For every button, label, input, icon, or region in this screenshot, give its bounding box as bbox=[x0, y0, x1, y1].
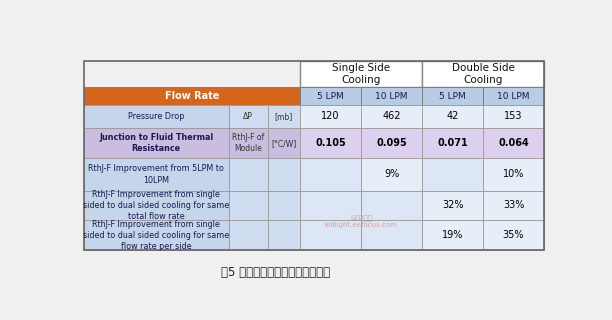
Text: 462: 462 bbox=[382, 111, 401, 122]
Text: 图5 不同散热方式的水路设计结果: 图5 不同散热方式的水路设计结果 bbox=[221, 266, 330, 279]
Text: 0.064: 0.064 bbox=[498, 138, 529, 148]
Text: Single Side
Cooling: Single Side Cooling bbox=[332, 63, 390, 85]
Text: Pressure Drop: Pressure Drop bbox=[128, 112, 184, 121]
Bar bbox=[84, 220, 228, 250]
Text: 5 LPM: 5 LPM bbox=[439, 92, 466, 100]
Bar bbox=[84, 60, 300, 87]
Text: 10%: 10% bbox=[503, 170, 524, 180]
Bar bbox=[483, 128, 543, 158]
Bar bbox=[361, 87, 422, 105]
Text: RthJ-F Improvement from single
sided to dual sided cooling for same
total flow r: RthJ-F Improvement from single sided to … bbox=[83, 190, 230, 221]
Bar bbox=[361, 190, 422, 220]
Bar bbox=[84, 190, 228, 220]
Text: RthJ-F of
Module: RthJ-F of Module bbox=[232, 133, 264, 153]
Bar bbox=[422, 60, 543, 87]
Bar bbox=[228, 128, 267, 158]
Text: 153: 153 bbox=[504, 111, 523, 122]
Bar bbox=[361, 220, 422, 250]
Bar bbox=[84, 105, 228, 128]
Bar bbox=[422, 158, 483, 190]
Bar bbox=[300, 158, 361, 190]
Bar bbox=[267, 105, 300, 128]
Bar bbox=[422, 220, 483, 250]
Text: [°C/W]: [°C/W] bbox=[271, 139, 296, 148]
Text: 35%: 35% bbox=[503, 230, 524, 240]
Text: 9%: 9% bbox=[384, 170, 399, 180]
Text: 0.105: 0.105 bbox=[315, 138, 346, 148]
Bar bbox=[267, 220, 300, 250]
Bar bbox=[361, 158, 422, 190]
Text: RthJ-F Improvement from single
sided to dual sided cooling for same
flow rate pe: RthJ-F Improvement from single sided to … bbox=[83, 220, 230, 251]
Bar bbox=[483, 158, 543, 190]
Bar bbox=[483, 190, 543, 220]
Text: 10 LPM: 10 LPM bbox=[498, 92, 530, 100]
Bar bbox=[300, 220, 361, 250]
Bar bbox=[422, 190, 483, 220]
Text: 120: 120 bbox=[321, 111, 340, 122]
Bar bbox=[300, 128, 361, 158]
Bar bbox=[483, 220, 543, 250]
Bar bbox=[300, 60, 422, 87]
Bar bbox=[422, 105, 483, 128]
Bar bbox=[361, 128, 422, 158]
Bar bbox=[228, 158, 267, 190]
Bar bbox=[267, 128, 300, 158]
Text: ΔP: ΔP bbox=[243, 112, 253, 121]
Bar bbox=[84, 128, 228, 158]
Text: RthJ-F Improvement from 5LPM to
10LPM: RthJ-F Improvement from 5LPM to 10LPM bbox=[88, 164, 224, 185]
Bar bbox=[300, 87, 361, 105]
Bar bbox=[267, 190, 300, 220]
Text: LED社区
ledlight.eefocus.com: LED社区 ledlight.eefocus.com bbox=[324, 214, 398, 228]
Text: Junction to Fluid Thermal
Resistance: Junction to Fluid Thermal Resistance bbox=[99, 133, 213, 153]
Bar bbox=[422, 87, 483, 105]
Text: 5 LPM: 5 LPM bbox=[317, 92, 344, 100]
Text: [mb]: [mb] bbox=[275, 112, 293, 121]
Text: 19%: 19% bbox=[442, 230, 463, 240]
Text: 0.095: 0.095 bbox=[376, 138, 407, 148]
Text: 10 LPM: 10 LPM bbox=[375, 92, 408, 100]
Bar bbox=[422, 128, 483, 158]
Bar bbox=[300, 105, 361, 128]
Text: Flow Rate: Flow Rate bbox=[165, 91, 219, 101]
Bar bbox=[84, 60, 543, 250]
Text: Double Side
Cooling: Double Side Cooling bbox=[452, 63, 515, 85]
Bar bbox=[228, 220, 267, 250]
Bar bbox=[267, 158, 300, 190]
Bar bbox=[228, 105, 267, 128]
Bar bbox=[84, 158, 228, 190]
Text: 33%: 33% bbox=[503, 200, 524, 210]
Text: 42: 42 bbox=[447, 111, 459, 122]
Bar bbox=[483, 105, 543, 128]
Text: 32%: 32% bbox=[442, 200, 463, 210]
Text: 0.071: 0.071 bbox=[438, 138, 468, 148]
Bar bbox=[300, 190, 361, 220]
Bar bbox=[361, 105, 422, 128]
Bar bbox=[228, 190, 267, 220]
Bar bbox=[483, 87, 543, 105]
Bar bbox=[84, 87, 300, 105]
